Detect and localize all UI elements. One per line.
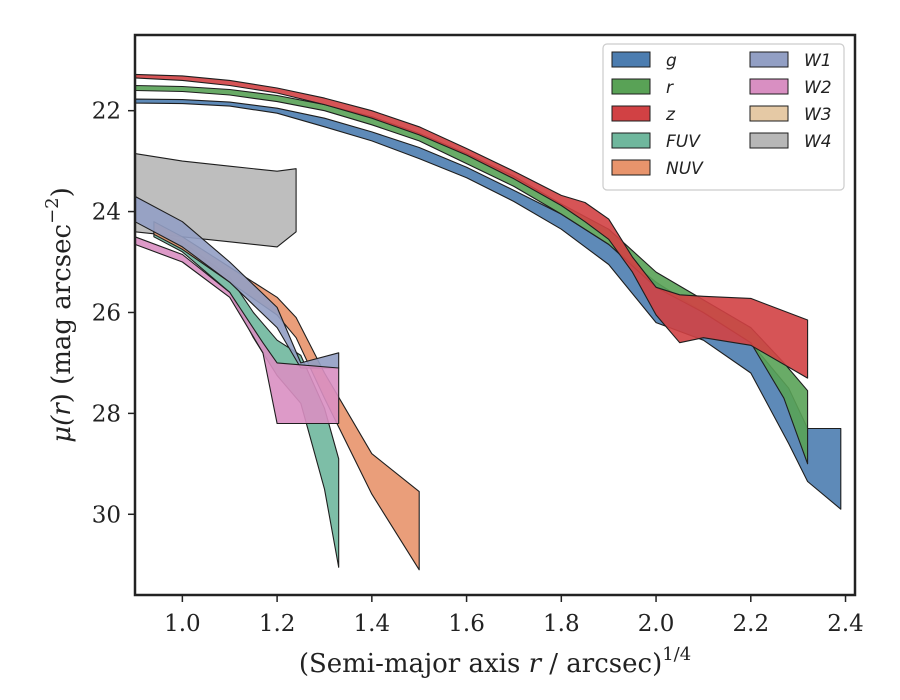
- y-tick-label: 30: [92, 502, 121, 528]
- legend-swatch-w1: [749, 51, 789, 68]
- band-nuv: [153, 221, 420, 571]
- legend-label-g: g: [666, 51, 677, 71]
- x-tick-label: 1.6: [448, 611, 485, 637]
- y-axis-label: μ(r) (mag arcsec−2): [42, 187, 77, 443]
- legend-label-nuv: NUV: [666, 159, 704, 179]
- legend-swatch-fuv: [611, 132, 651, 149]
- x-axis-label: (Semi-major axis r / arcsec)1/4: [299, 644, 691, 679]
- legend-label-w4: W4: [804, 132, 832, 152]
- band-w2: [134, 236, 340, 425]
- y-tick-label: 24: [92, 200, 121, 226]
- legend-swatch-w2: [749, 78, 789, 95]
- series-bands: [134, 73, 842, 571]
- y-tick-label: 22: [92, 99, 121, 125]
- legend-label-w1: W1: [804, 51, 832, 71]
- x-tick-label: 1.4: [354, 611, 391, 637]
- x-tick-label: 2.4: [827, 611, 864, 637]
- legend-swatch-r: [611, 78, 651, 95]
- legend-swatch-z: [611, 105, 651, 122]
- x-tick-label: 1.8: [543, 611, 580, 637]
- legend-swatch-g: [611, 51, 651, 68]
- legend-label-z: z: [665, 105, 676, 125]
- x-tick-label: 2.2: [733, 611, 770, 637]
- plot-frame: [133, 33, 857, 597]
- x-tick-label: 2.0: [638, 611, 675, 637]
- legend: grz FUV NUV W1 W2 W3 W4: [602, 43, 845, 191]
- y-tick-label: 26: [92, 300, 121, 326]
- legend-label-r: r: [666, 78, 674, 98]
- legend-label-w2: W2: [804, 78, 832, 98]
- legend-label-fuv: FUV: [666, 132, 701, 152]
- legend-swatch-w3: [749, 105, 789, 122]
- y-tick-label: 28: [92, 401, 121, 427]
- x-axis-ticks: 1.0 1.2 1.4 1.6 1.8 2.0 2.2 2.4: [164, 595, 864, 637]
- band-z: [134, 73, 809, 379]
- y-axis-ticks: 22 24 26 28 30: [92, 99, 135, 528]
- band-g: [134, 98, 842, 510]
- x-tick-label: 1.2: [259, 611, 296, 637]
- legend-swatch-w4: [749, 132, 789, 149]
- legend-label-w3: W3: [804, 105, 832, 125]
- legend-swatch-nuv: [611, 159, 651, 176]
- x-tick-label: 1.0: [164, 611, 201, 637]
